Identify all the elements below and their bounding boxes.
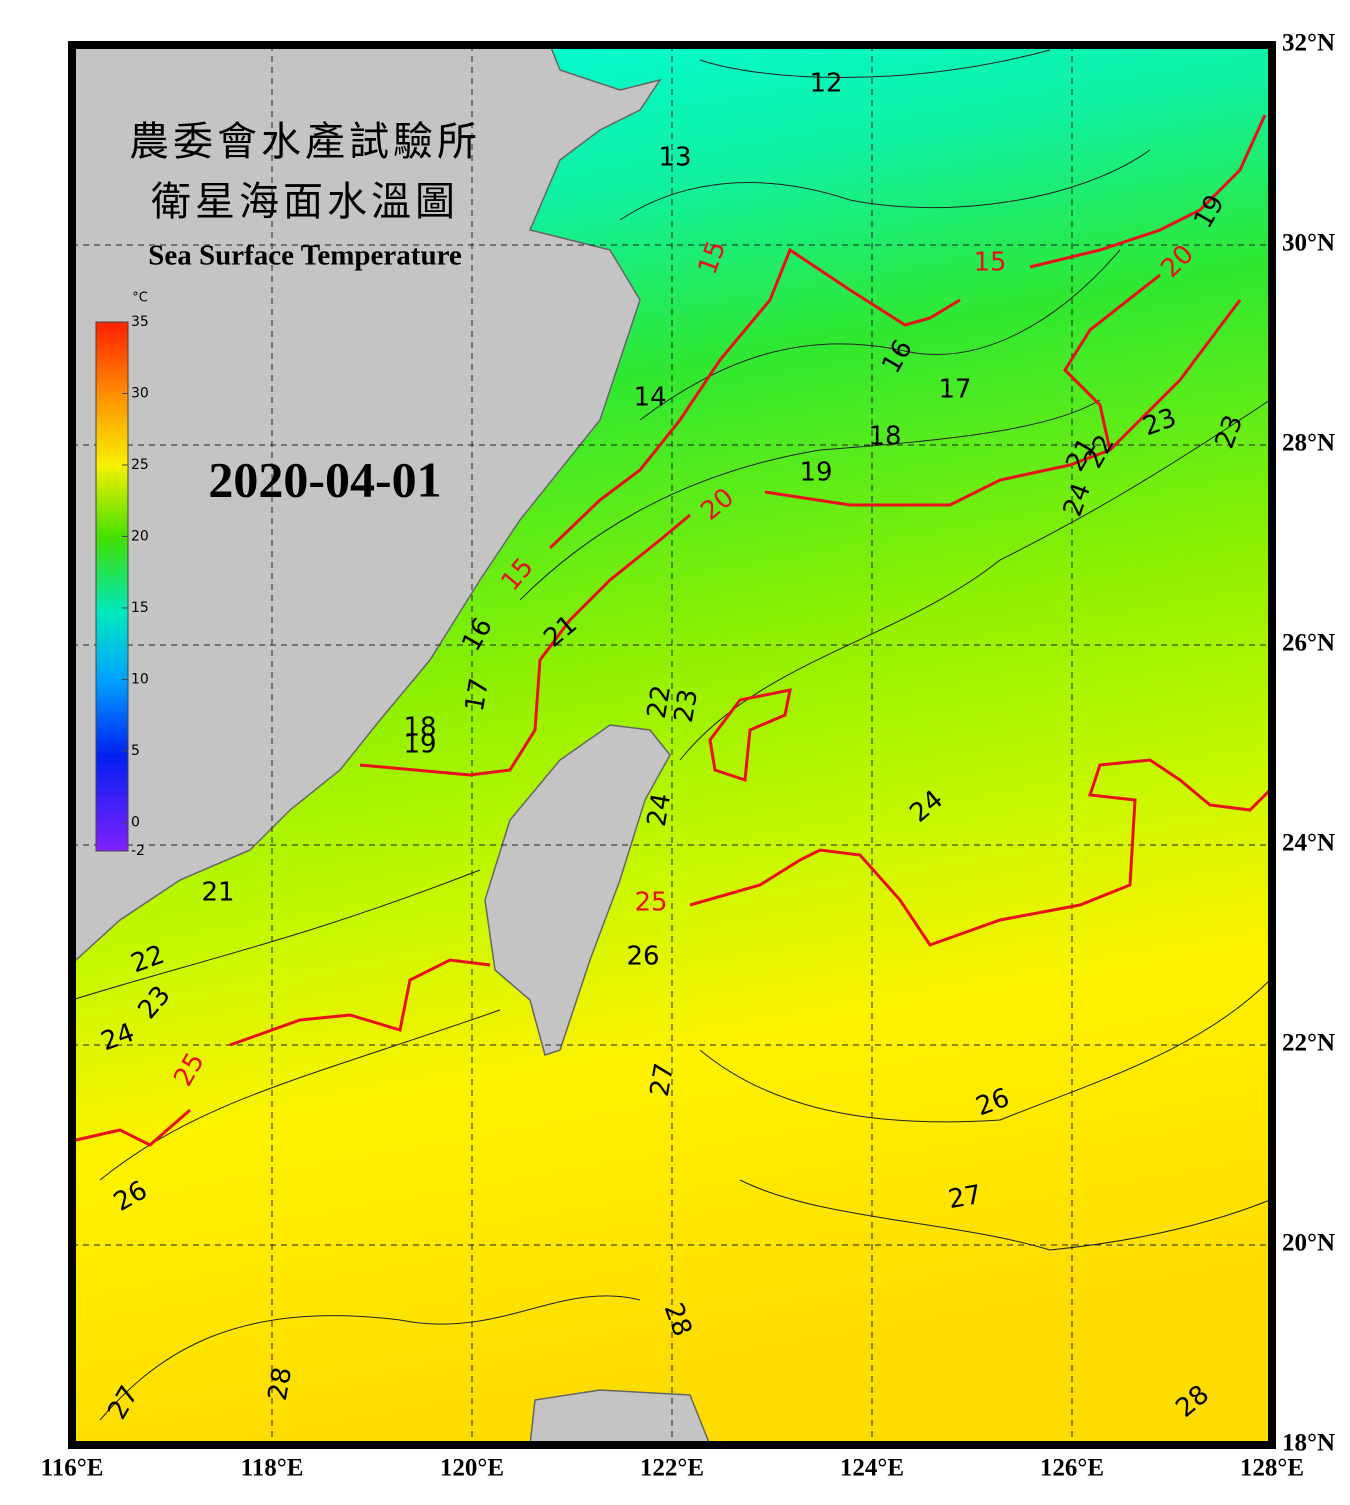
y-tick-label: 30°N <box>1282 230 1335 257</box>
x-tick-label: 122°E <box>640 1455 704 1482</box>
red-isotherm <box>764 299 1242 507</box>
colorbar-tick-label: 0 <box>131 814 140 830</box>
isotherm <box>99 1009 501 1181</box>
colorbar-tick-label: 35 <box>131 314 149 330</box>
axes: 116°E 118°E 120°E 122°E 124°E 126°E 128°E18°N 2… <box>41 30 1335 1482</box>
colorbar-unit: °C <box>132 291 148 306</box>
red-isotherm <box>689 758 1272 947</box>
contour-label: 22 <box>642 683 677 721</box>
y-tick-label: 20°N <box>1282 1230 1335 1257</box>
title-line: 衛星海面水溫圖 <box>151 179 459 225</box>
isotherm <box>72 869 481 1001</box>
y-tick-label: 32°N <box>1282 30 1335 57</box>
x-tick-label: 118°E <box>241 1455 304 1482</box>
isotherm <box>519 399 1101 601</box>
contour-label: 25 <box>634 888 667 918</box>
colorbar-tick-label: 30 <box>131 385 149 401</box>
red-isotherm <box>708 688 792 783</box>
y-tick-label: 24°N <box>1282 830 1335 857</box>
isotherm <box>99 1295 641 1421</box>
contour-label: 15 <box>973 248 1006 278</box>
contour-label: 27 <box>946 1180 984 1215</box>
contour-label: 24 <box>642 791 677 829</box>
isotherm <box>739 1179 1271 1251</box>
isotherm <box>699 979 1271 1123</box>
contour-label: 18 <box>403 713 436 743</box>
contour-label: 28 <box>263 1365 298 1403</box>
colorbar <box>95 321 129 852</box>
contour-label: 17 <box>460 676 495 714</box>
red-isotherm <box>359 513 691 777</box>
isotherm <box>619 149 1151 221</box>
isotherm <box>699 49 1051 78</box>
red-isotherm <box>548 247 961 550</box>
land-luzon <box>529 1389 711 1445</box>
colorbar-ticks: 35 30 25 20 15 10 5 0 -2 <box>122 314 149 859</box>
colorbar-tick-label: 15 <box>131 600 149 616</box>
red-isotherms <box>75 114 1272 1147</box>
map-frame <box>68 41 1276 1449</box>
colorbar-tick-label: 5 <box>131 743 140 759</box>
date: 2020-04-01 <box>208 451 441 507</box>
red-isotherm <box>229 958 491 1047</box>
contour-label: 19 <box>799 458 832 488</box>
x-tick-label: 126°E <box>1040 1455 1104 1482</box>
isotherm <box>639 249 1121 421</box>
land-taiwan <box>484 724 671 1056</box>
colorbar-tick-label: 25 <box>131 457 149 473</box>
contour-label: 12 <box>809 69 842 99</box>
contour-label: 27 <box>645 1061 680 1099</box>
colorbar-tick-label: 10 <box>131 671 149 687</box>
isotherms <box>72 49 1271 1421</box>
y-tick-label: 26°N <box>1282 630 1335 657</box>
contour-label: 17 <box>938 375 971 405</box>
x-tick-label: 124°E <box>840 1455 904 1482</box>
y-tick-label: 18°N <box>1282 1430 1335 1457</box>
graticule <box>72 45 1272 1445</box>
subtitle: Sea Surface Temperature <box>148 240 462 272</box>
contour-label: 14 <box>633 383 666 413</box>
y-tick-label: 28°N <box>1282 430 1335 457</box>
contour-label: 21 <box>201 878 234 908</box>
x-tick-label: 116°E <box>41 1455 104 1482</box>
contour-label: 26 <box>626 942 659 972</box>
red-isotherm <box>75 1108 191 1147</box>
colorbar-tick-label: 20 <box>131 528 149 544</box>
isotherm <box>679 399 1271 761</box>
contour-label: 19 <box>403 730 436 760</box>
x-tick-label: 128°E <box>1240 1455 1304 1482</box>
colorbar-tick-label: -2 <box>131 843 145 859</box>
red-isotherm <box>1063 273 1161 451</box>
x-tick-label: 120°E <box>440 1455 504 1482</box>
title-line: 農委會水產試驗所 <box>129 119 481 165</box>
red-isotherm <box>1029 114 1267 269</box>
contour-label: 13 <box>658 143 691 173</box>
contour-label: 23 <box>669 687 704 725</box>
y-tick-label: 22°N <box>1282 1030 1335 1057</box>
contour-label: 18 <box>868 422 901 452</box>
